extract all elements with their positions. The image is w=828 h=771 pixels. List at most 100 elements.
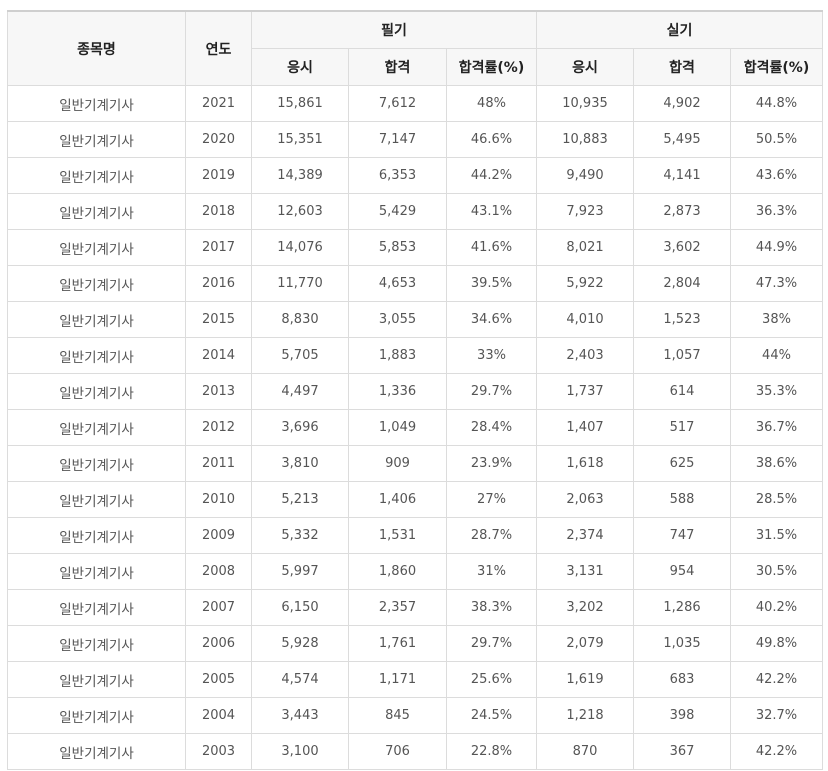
- cell-written-applicants: 3,100: [251, 733, 349, 770]
- cell-practical-passed: 4,902: [633, 85, 731, 122]
- cell-practical-applicants: 1,407: [536, 409, 634, 446]
- cell-item-name: 일반기계기사: [7, 589, 186, 626]
- cell-written-pass-rate: 25.6%: [446, 661, 537, 698]
- cell-written-passed: 1,336: [348, 373, 447, 410]
- cell-item-name: 일반기계기사: [7, 409, 186, 446]
- cell-written-passed: 845: [348, 697, 447, 734]
- cell-practical-applicants: 10,883: [536, 121, 634, 158]
- cell-written-pass-rate: 44.2%: [446, 157, 537, 194]
- cell-written-applicants: 15,861: [251, 85, 349, 122]
- cell-practical-passed: 2,804: [633, 265, 731, 302]
- table-row: 일반기계기사 2011 3,810 909 23.9% 1,618 625 38.6%: [7, 445, 823, 482]
- cell-year: 2013: [185, 373, 252, 410]
- cell-year: 2005: [185, 661, 252, 698]
- cell-year: 2009: [185, 517, 252, 554]
- cell-year: 2014: [185, 337, 252, 374]
- table-row: 일반기계기사 2009 5,332 1,531 28.7% 2,374 747 31.5%: [7, 517, 823, 554]
- cell-written-applicants: 3,443: [251, 697, 349, 734]
- header-practical-applicants: 응시: [536, 48, 634, 86]
- cell-practical-passed: 3,602: [633, 229, 731, 266]
- table-row: 일반기계기사 2005 4,574 1,171 25.6% 1,619 683 42.2%: [7, 661, 823, 698]
- header-written-passed: 합격: [348, 48, 447, 86]
- cell-practical-pass-rate: 36.7%: [730, 409, 823, 446]
- cell-practical-pass-rate: 44.9%: [730, 229, 823, 266]
- cell-written-passed: 1,171: [348, 661, 447, 698]
- cell-practical-applicants: 7,923: [536, 193, 634, 230]
- cell-written-applicants: 3,810: [251, 445, 349, 482]
- cell-practical-pass-rate: 32.7%: [730, 697, 823, 734]
- cell-written-pass-rate: 23.9%: [446, 445, 537, 482]
- table-row: 일반기계기사 2003 3,100 706 22.8% 870 367 42.2%: [7, 733, 823, 770]
- cell-written-applicants: 12,603: [251, 193, 349, 230]
- table-row: 일반기계기사 2012 3,696 1,049 28.4% 1,407 517 36.7%: [7, 409, 823, 446]
- cell-year: 2016: [185, 265, 252, 302]
- cell-written-applicants: 6,150: [251, 589, 349, 626]
- table-body: 일반기계기사 2021 15,861 7,612 48% 10,935 4,902 44.8%…: [7, 85, 823, 770]
- cell-practical-pass-rate: 31.5%: [730, 517, 823, 554]
- cell-practical-applicants: 2,403: [536, 337, 634, 374]
- table-row: 일반기계기사 2018 12,603 5,429 43.1% 7,923 2,873 36.3…: [7, 193, 823, 230]
- cell-practical-passed: 683: [633, 661, 731, 698]
- cell-written-pass-rate: 22.8%: [446, 733, 537, 770]
- cell-written-pass-rate: 24.5%: [446, 697, 537, 734]
- cell-written-passed: 1,049: [348, 409, 447, 446]
- cell-practical-pass-rate: 43.6%: [730, 157, 823, 194]
- cell-practical-applicants: 2,063: [536, 481, 634, 518]
- cell-written-passed: 1,860: [348, 553, 447, 590]
- cell-item-name: 일반기계기사: [7, 481, 186, 518]
- cell-year: 2017: [185, 229, 252, 266]
- cell-written-pass-rate: 28.7%: [446, 517, 537, 554]
- cell-practical-applicants: 9,490: [536, 157, 634, 194]
- cell-item-name: 일반기계기사: [7, 697, 186, 734]
- cell-written-applicants: 5,705: [251, 337, 349, 374]
- cell-practical-pass-rate: 42.2%: [730, 733, 823, 770]
- cell-written-pass-rate: 38.3%: [446, 589, 537, 626]
- cell-item-name: 일반기계기사: [7, 121, 186, 158]
- cell-practical-pass-rate: 35.3%: [730, 373, 823, 410]
- cell-item-name: 일반기계기사: [7, 661, 186, 698]
- table-row: 일반기계기사 2006 5,928 1,761 29.7% 2,079 1,035 49.8%: [7, 625, 823, 662]
- cell-practical-pass-rate: 28.5%: [730, 481, 823, 518]
- cell-item-name: 일반기계기사: [7, 85, 186, 122]
- cell-practical-applicants: 3,202: [536, 589, 634, 626]
- table-row: 일반기계기사 2014 5,705 1,883 33% 2,403 1,057 44%: [7, 337, 823, 374]
- cell-item-name: 일반기계기사: [7, 337, 186, 374]
- cell-year: 2020: [185, 121, 252, 158]
- cell-written-pass-rate: 46.6%: [446, 121, 537, 158]
- cell-written-passed: 1,531: [348, 517, 447, 554]
- header-written-applicants: 응시: [251, 48, 349, 86]
- cell-practical-applicants: 2,374: [536, 517, 634, 554]
- cell-practical-pass-rate: 44%: [730, 337, 823, 374]
- cell-item-name: 일반기계기사: [7, 265, 186, 302]
- cell-year: 2019: [185, 157, 252, 194]
- cell-written-passed: 1,761: [348, 625, 447, 662]
- table-row: 일반기계기사 2010 5,213 1,406 27% 2,063 588 28.5%: [7, 481, 823, 518]
- cell-written-applicants: 14,389: [251, 157, 349, 194]
- cell-item-name: 일반기계기사: [7, 157, 186, 194]
- cell-practical-pass-rate: 47.3%: [730, 265, 823, 302]
- cell-written-applicants: 11,770: [251, 265, 349, 302]
- cell-written-applicants: 15,351: [251, 121, 349, 158]
- cell-practical-pass-rate: 49.8%: [730, 625, 823, 662]
- cell-item-name: 일반기계기사: [7, 517, 186, 554]
- cell-written-applicants: 4,497: [251, 373, 349, 410]
- cell-written-pass-rate: 29.7%: [446, 625, 537, 662]
- cell-practical-applicants: 4,010: [536, 301, 634, 338]
- cell-written-passed: 5,429: [348, 193, 447, 230]
- cell-written-passed: 4,653: [348, 265, 447, 302]
- cell-written-applicants: 5,928: [251, 625, 349, 662]
- cell-written-applicants: 5,997: [251, 553, 349, 590]
- cell-written-applicants: 5,332: [251, 517, 349, 554]
- cell-practical-passed: 1,035: [633, 625, 731, 662]
- cell-written-pass-rate: 33%: [446, 337, 537, 374]
- cell-written-pass-rate: 41.6%: [446, 229, 537, 266]
- cell-item-name: 일반기계기사: [7, 229, 186, 266]
- cell-written-pass-rate: 39.5%: [446, 265, 537, 302]
- cell-written-applicants: 14,076: [251, 229, 349, 266]
- cell-written-passed: 5,853: [348, 229, 447, 266]
- cell-written-applicants: 8,830: [251, 301, 349, 338]
- cell-written-passed: 7,147: [348, 121, 447, 158]
- cell-practical-passed: 747: [633, 517, 731, 554]
- cell-practical-passed: 517: [633, 409, 731, 446]
- table-row: 일반기계기사 2016 11,770 4,653 39.5% 5,922 2,804 47.3…: [7, 265, 823, 302]
